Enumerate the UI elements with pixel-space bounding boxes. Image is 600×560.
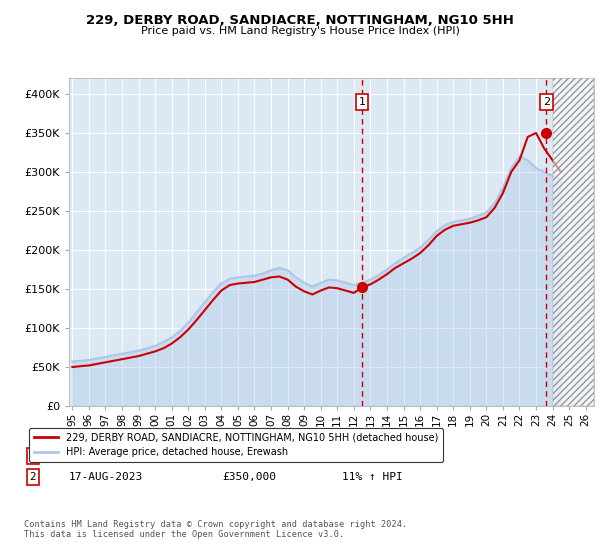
Text: 1: 1 bbox=[29, 451, 37, 461]
Legend: 229, DERBY ROAD, SANDIACRE, NOTTINGHAM, NG10 5HH (detached house), HPI: Average : 229, DERBY ROAD, SANDIACRE, NOTTINGHAM, … bbox=[29, 428, 443, 462]
Text: 11% ↑ HPI: 11% ↑ HPI bbox=[342, 472, 403, 482]
Text: £152,000: £152,000 bbox=[222, 451, 276, 461]
Text: £350,000: £350,000 bbox=[222, 472, 276, 482]
Text: 229, DERBY ROAD, SANDIACRE, NOTTINGHAM, NG10 5HH: 229, DERBY ROAD, SANDIACRE, NOTTINGHAM, … bbox=[86, 14, 514, 27]
Text: 2: 2 bbox=[29, 472, 37, 482]
Text: Contains HM Land Registry data © Crown copyright and database right 2024.
This d: Contains HM Land Registry data © Crown c… bbox=[24, 520, 407, 539]
Text: 9% ↓ HPI: 9% ↓ HPI bbox=[342, 451, 396, 461]
Text: 17-AUG-2023: 17-AUG-2023 bbox=[69, 472, 143, 482]
Text: 2: 2 bbox=[543, 97, 550, 107]
Text: 27-JUN-2012: 27-JUN-2012 bbox=[69, 451, 143, 461]
Text: Price paid vs. HM Land Registry's House Price Index (HPI): Price paid vs. HM Land Registry's House … bbox=[140, 26, 460, 36]
Text: 1: 1 bbox=[358, 97, 365, 107]
